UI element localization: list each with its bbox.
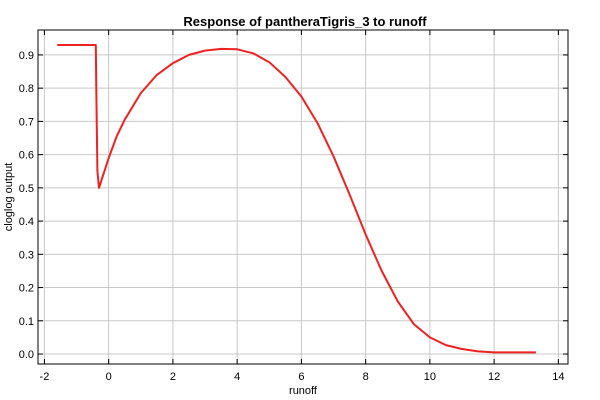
x-axis-label: runoff — [289, 385, 318, 397]
y-tick-label: 0.4 — [19, 216, 34, 228]
y-tick-label: 0.2 — [19, 283, 34, 295]
grid — [38, 30, 568, 364]
y-tick-label: 0.3 — [19, 249, 34, 261]
y-tick-label: 0.1 — [19, 316, 34, 328]
x-tick-label: 6 — [298, 371, 304, 383]
series-line — [57, 44, 536, 354]
y-tick-label: 0.6 — [19, 150, 34, 162]
x-tick-label: 0 — [106, 371, 112, 383]
x-tick-label: -2 — [40, 371, 50, 383]
y-axis-label: cloglog output — [3, 163, 15, 232]
plot-frame — [37, 29, 569, 365]
y-tick-label: 0.5 — [19, 183, 34, 195]
x-tick-label: 10 — [424, 371, 436, 383]
series-group — [57, 44, 536, 354]
x-tick-label: 2 — [170, 371, 176, 383]
x-tick-label: 12 — [488, 371, 500, 383]
y-tick-label: 0.9 — [19, 50, 34, 62]
x-tick-label: 14 — [552, 371, 564, 383]
chart-title: Response of pantheraTigris_3 to runoff — [183, 14, 427, 29]
y-tick-label: 0.7 — [19, 116, 34, 128]
y-tick-label: 0.0 — [19, 349, 34, 361]
y-axis: 0.0 0.1 0.2 0.3 0.4 0.5 0.6 0.7 0.8 0.9 — [19, 50, 568, 361]
x-axis: -2 0 2 4 6 8 10 12 14 — [40, 30, 564, 383]
y-tick-label: 0.8 — [19, 83, 34, 95]
x-tick-label: 8 — [363, 371, 369, 383]
x-tick-label: 4 — [234, 371, 240, 383]
